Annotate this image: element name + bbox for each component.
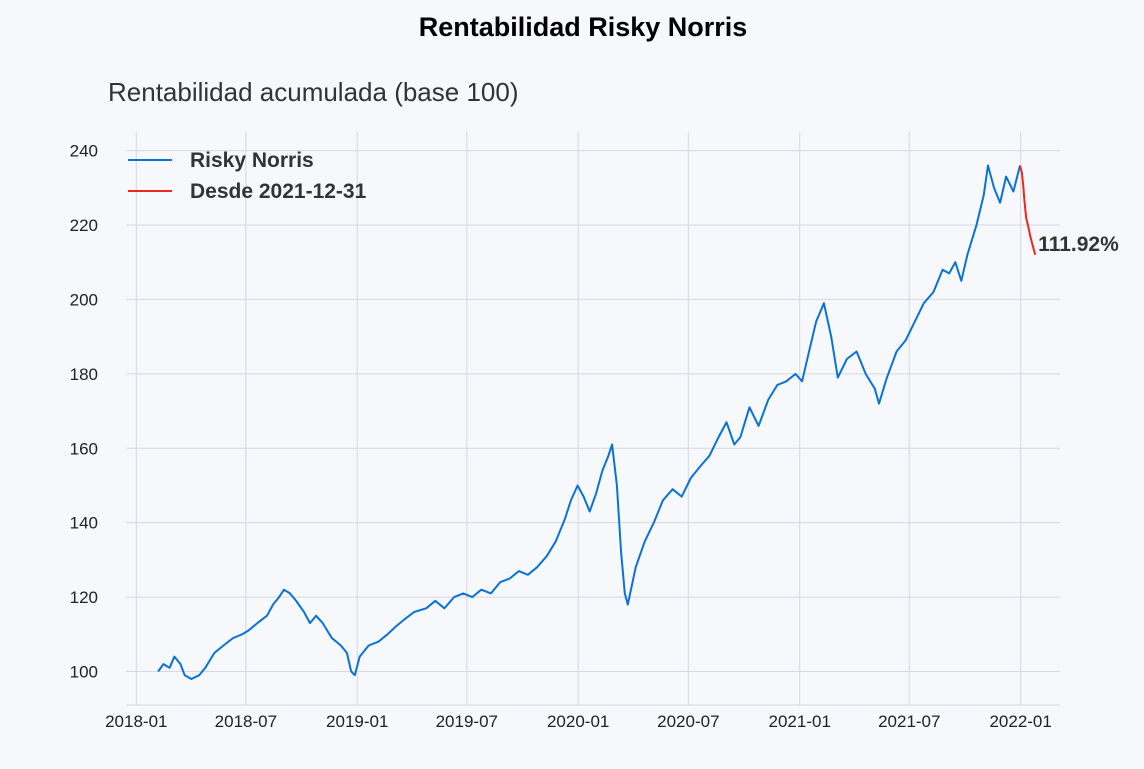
chart-title: Rentabilidad Risky Norris: [419, 12, 748, 42]
y-tick-label: 140: [70, 514, 98, 533]
x-tick-label: 2018-01: [105, 712, 167, 731]
chart-subtitle: Rentabilidad acumulada (base 100): [108, 77, 519, 107]
x-tick-label: 2018-07: [215, 712, 277, 731]
x-tick-label: 2021-01: [769, 712, 831, 731]
y-tick-label: 200: [70, 290, 98, 309]
x-tick-label: 2019-07: [436, 712, 498, 731]
legend-label: Risky Norris: [190, 149, 314, 172]
legend: Risky Norris Desde 2021-12-31: [128, 149, 367, 203]
x-tick-label: 2020-01: [547, 712, 609, 731]
y-tick-label: 160: [70, 439, 98, 458]
grid: [126, 132, 1060, 706]
last-value-annotation: 111.92%: [1038, 233, 1119, 256]
x-tick-label: 2021-07: [878, 712, 940, 731]
y-tick-label: 240: [70, 142, 98, 161]
x-tick-label: 2020-07: [657, 712, 719, 731]
x-tick-label: 2019-01: [326, 712, 388, 731]
series-line-1: [1019, 165, 1037, 256]
y-tick-label: 180: [70, 365, 98, 384]
y-tick-label: 220: [70, 216, 98, 235]
legend-label: Desde 2021-12-31: [190, 180, 367, 203]
series-lines: [157, 164, 1037, 680]
series-line-0: [157, 164, 1021, 680]
tick-labels: 100 120 140 160 180 200 220 240 2018-01 2018-07 20…: [70, 142, 1052, 731]
y-tick-label: 100: [70, 663, 98, 682]
y-tick-label: 120: [70, 588, 98, 607]
x-tick-label: 2022-01: [989, 712, 1051, 731]
